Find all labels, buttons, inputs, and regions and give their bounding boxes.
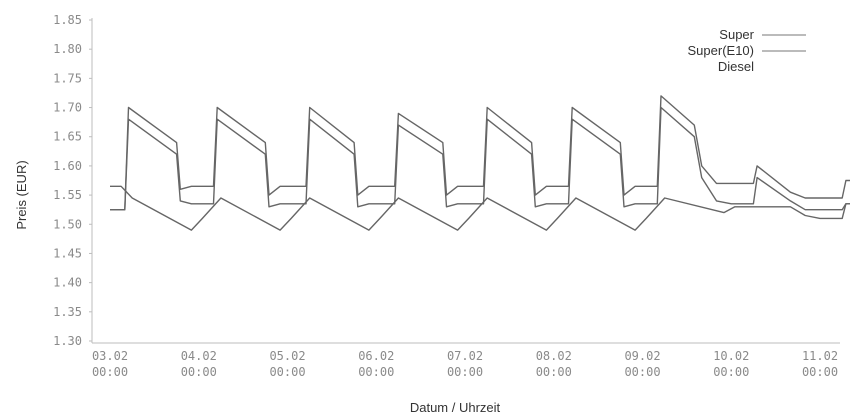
y-tick-label: 1.65 xyxy=(53,130,82,144)
x-tick-date: 11.02 xyxy=(802,349,838,363)
x-tick-time: 00:00 xyxy=(624,365,660,379)
y-tick-label: 1.80 xyxy=(53,42,82,56)
series-line-diesel xyxy=(110,185,850,231)
y-tick-label: 1.75 xyxy=(53,71,82,85)
y-tick-label: 1.45 xyxy=(53,246,82,260)
x-tick-date: 10.02 xyxy=(713,349,749,363)
x-tick-time: 00:00 xyxy=(181,365,217,379)
x-tick-date: 06.02 xyxy=(358,349,394,363)
y-tick-label: 1.50 xyxy=(53,217,82,231)
y-tick-group: 1.30 1.35 1.40 1.45 1.50 1.55 1.60 1.65 1.70 1.75… xyxy=(53,13,92,348)
y-tick-label: 1.40 xyxy=(53,276,82,290)
y-axis-title: Preis (EUR) xyxy=(14,160,29,229)
legend-label: Diesel xyxy=(718,59,754,74)
y-tick-label: 1.35 xyxy=(53,305,82,319)
series-line-super-e10 xyxy=(110,106,850,211)
x-tick-time: 00:00 xyxy=(358,365,394,379)
y-tick-label: 1.55 xyxy=(53,188,82,202)
x-tick-time: 00:00 xyxy=(536,365,572,379)
x-tick-date: 07.02 xyxy=(447,349,483,363)
x-tick-date: 03.02 xyxy=(92,349,128,363)
x-tick-date: 08.02 xyxy=(536,349,572,363)
x-tick-time: 00:00 xyxy=(447,365,483,379)
y-tick-label: 1.70 xyxy=(53,101,82,115)
legend-label: Super xyxy=(719,27,754,42)
x-tick-group: 03.02 00:00 04.02 00:00 05.02 00:00 06.02 00:00… xyxy=(92,349,838,379)
x-axis-title: Datum / Uhrzeit xyxy=(410,400,501,415)
x-tick-time: 00:00 xyxy=(802,365,838,379)
x-tick-time: 00:00 xyxy=(92,365,128,379)
x-tick-date: 09.02 xyxy=(624,349,660,363)
series-line-super xyxy=(110,95,850,211)
legend-label: Super(E10) xyxy=(688,43,754,58)
y-tick-label: 1.30 xyxy=(53,334,82,348)
x-tick-date: 04.02 xyxy=(181,349,217,363)
y-tick-label: 1.85 xyxy=(53,13,82,27)
x-tick-time: 00:00 xyxy=(713,365,749,379)
x-tick-date: 05.02 xyxy=(269,349,305,363)
x-tick-time: 00:00 xyxy=(269,365,305,379)
y-tick-label: 1.60 xyxy=(53,159,82,173)
series-group xyxy=(110,95,850,231)
